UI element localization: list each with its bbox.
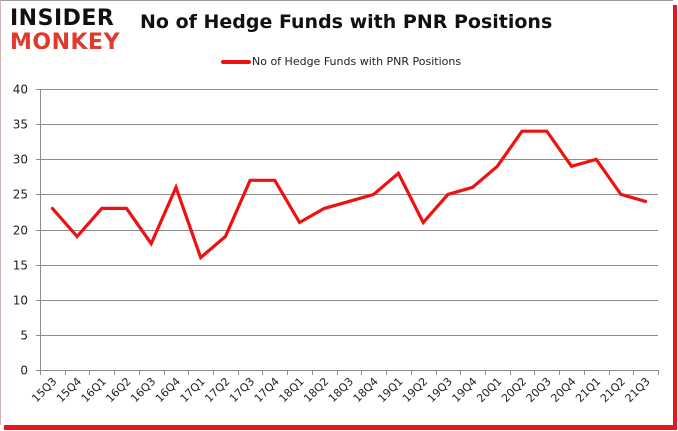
- x-tick-label: 17Q3: [227, 375, 257, 405]
- chart-legend: No of Hedge Funds with PNR Positions: [221, 55, 461, 68]
- y-tick-label: 35: [13, 118, 28, 132]
- x-tick-label: 17Q2: [202, 375, 232, 405]
- x-tick-label: 20Q2: [499, 375, 529, 405]
- x-tick-label: 21Q1: [573, 375, 603, 405]
- x-tick-label: 21Q2: [598, 375, 628, 405]
- x-tick-label: 16Q4: [153, 375, 183, 405]
- x-tick-label: 16Q3: [128, 375, 158, 405]
- x-tick-label: 20Q4: [548, 375, 578, 405]
- x-tick-label: 15Q4: [54, 375, 84, 405]
- y-tick-label: 25: [13, 188, 28, 202]
- y-tick-label: 0: [20, 364, 28, 378]
- logo-line-2: MONKEY: [10, 30, 121, 55]
- x-tick-label: 19Q3: [425, 375, 455, 405]
- x-tick-label: 17Q1: [178, 375, 208, 405]
- x-tick-label: 16Q1: [79, 375, 109, 405]
- x-tick-label: 19Q4: [450, 375, 480, 405]
- x-tick-label: 18Q3: [326, 375, 356, 405]
- x-tick-label: 20Q1: [474, 375, 504, 405]
- x-tick-label: 21Q3: [623, 375, 653, 405]
- x-tick-label: 17Q4: [252, 375, 282, 405]
- y-tick-label: 20: [13, 224, 28, 238]
- x-tick-label: 19Q1: [375, 375, 405, 405]
- y-tick-label: 15: [13, 259, 28, 273]
- x-tick-label: 19Q2: [400, 375, 430, 405]
- legend-line-swatch-icon: [221, 59, 251, 64]
- x-tick-label: 18Q4: [351, 375, 381, 405]
- x-tick-label: 15Q3: [29, 375, 59, 405]
- y-tick-label: 30: [13, 153, 28, 167]
- y-tick-label: 10: [13, 294, 28, 308]
- y-tick-label: 5: [20, 329, 28, 343]
- logo-line-1: INSIDER: [10, 6, 115, 31]
- x-tick-label: 16Q2: [103, 375, 133, 405]
- x-tick-label: 18Q2: [301, 375, 331, 405]
- chart-title: No of Hedge Funds with PNR Positions: [140, 11, 553, 33]
- x-tick-label: 18Q1: [277, 375, 307, 405]
- legend-label: No of Hedge Funds with PNR Positions: [252, 55, 462, 68]
- data-line: [50, 129, 648, 261]
- y-tick-label: 40: [13, 83, 28, 97]
- insider-monkey-logo: INSIDER MONKEY: [8, 6, 132, 54]
- chart-frame: [0, 0, 673, 425]
- x-tick-label: 20Q3: [524, 375, 554, 405]
